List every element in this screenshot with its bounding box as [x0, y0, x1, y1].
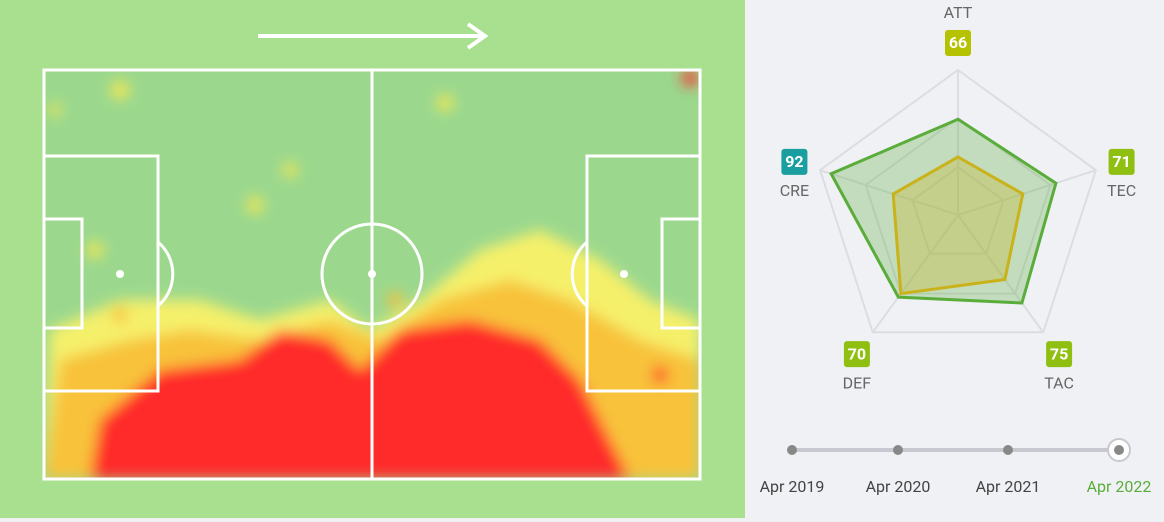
axis-label: DEF [843, 373, 872, 392]
timeline: Apr 2019 Apr 2020 Apr 2021 Apr 2022 [760, 438, 1152, 496]
penalty-spot [620, 270, 628, 278]
value-label: 75 [1050, 344, 1068, 363]
timeline-dot[interactable] [787, 445, 797, 455]
axis-label: CRE [780, 181, 809, 200]
radar-chart: 66 ATT 71 TEC 75 TAC 70 DEF 92 CRE [780, 3, 1136, 392]
axis-label: TAC [1044, 373, 1074, 392]
value-label: 92 [785, 152, 803, 171]
grid-ring [818, 68, 1098, 334]
value-label: 70 [848, 344, 866, 363]
value-label: 66 [949, 33, 967, 52]
arrow-head [466, 22, 489, 50]
timeline-label[interactable]: Apr 2019 [760, 477, 825, 496]
value-label: 71 [1112, 152, 1130, 171]
radar-area [829, 117, 1058, 305]
value-badge [781, 148, 808, 175]
grid-ring [911, 165, 1005, 255]
axis-label: TEC [1107, 181, 1136, 200]
timeline-label[interactable]: Apr 2020 [866, 477, 931, 496]
heatmap-panel [0, 0, 745, 518]
spoke [957, 169, 1097, 216]
spoke [819, 169, 959, 216]
timeline-dot[interactable] [1114, 445, 1124, 455]
timeline-label[interactable]: Apr 2022 [1087, 477, 1152, 496]
spoke [871, 214, 959, 333]
timeline-dot[interactable] [893, 445, 903, 455]
value-badge [945, 30, 971, 56]
radar-area [891, 155, 1025, 296]
timeline-label[interactable]: Apr 2021 [976, 477, 1041, 496]
axis-label: ATT [944, 3, 973, 22]
grid-ring [864, 116, 1052, 295]
spoke [957, 214, 1045, 333]
value-badge [1108, 148, 1135, 175]
center-spot [368, 270, 376, 278]
value-badge [843, 341, 870, 368]
penalty-spot [116, 270, 124, 278]
value-badge [1046, 341, 1073, 368]
timeline-dot[interactable] [1003, 445, 1013, 455]
